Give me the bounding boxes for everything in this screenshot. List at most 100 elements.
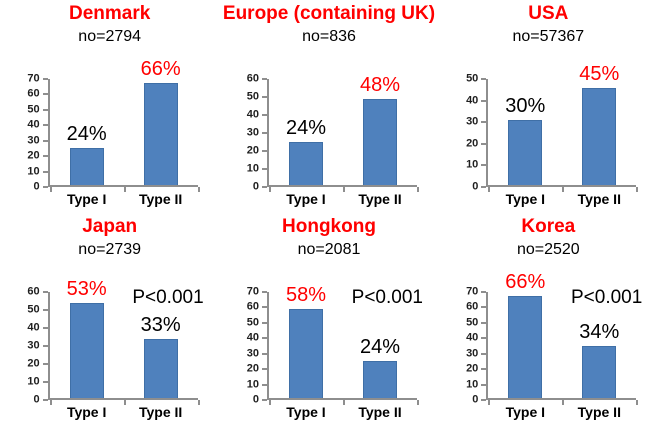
y-tick-mark bbox=[481, 383, 487, 386]
y-tick-mark bbox=[42, 381, 48, 383]
x-tick-label: Type II bbox=[139, 191, 183, 207]
x-tick-label: Type I bbox=[66, 404, 107, 420]
x-tick-label: Type II bbox=[358, 404, 402, 420]
bar bbox=[288, 141, 323, 185]
x-tick-label: Type II bbox=[139, 404, 183, 420]
bar bbox=[582, 87, 617, 185]
x-tick-mark bbox=[562, 400, 565, 405]
y-tick-mark bbox=[261, 114, 267, 116]
y-tick-mark bbox=[42, 399, 48, 401]
plot-row: 0 10 20 30 40 50 Type I Type II 30% 45% bbox=[460, 64, 639, 206]
y-tick-mark bbox=[261, 291, 267, 293]
y-tick-mark bbox=[481, 142, 487, 145]
bar-value-label: 45% bbox=[579, 62, 620, 85]
y-tick-mark bbox=[261, 132, 267, 134]
y-tick-label: 20 bbox=[27, 149, 40, 162]
y-tick-mark bbox=[261, 306, 267, 309]
y-tick-label: 20 bbox=[466, 137, 479, 150]
x-tick-mark bbox=[488, 400, 491, 405]
plot-area: Type I Type II 30% 45% bbox=[486, 64, 639, 206]
plot-row: 0 10 20 30 40 50 60 Type I Type II 24% 48% bbox=[241, 73, 419, 206]
x-tick-mark bbox=[197, 187, 200, 192]
bar bbox=[362, 360, 397, 398]
chart-panel-europe: Europe (containing UK) no=836 0 10 20 30 40 5… bbox=[219, 0, 438, 213]
x-tick-label: Type II bbox=[358, 191, 402, 207]
y-tick-label: 10 bbox=[466, 158, 479, 171]
x-tick-label: Type II bbox=[577, 404, 621, 420]
x-tick-mark bbox=[49, 400, 52, 405]
chart-panel-korea: Korea no=2520 0 10 20 30 40 50 60 70 P<0.001 Ty… bbox=[439, 213, 658, 426]
y-tick-label: 40 bbox=[466, 94, 479, 107]
y-tick-mark bbox=[42, 309, 48, 311]
x-tick-label: Type I bbox=[286, 191, 326, 207]
bar bbox=[508, 120, 543, 185]
y-tick-mark bbox=[42, 291, 48, 293]
y-axis: 0 10 20 30 40 50 60 bbox=[241, 73, 267, 192]
p-value-label: P<0.001 bbox=[351, 287, 423, 308]
bar bbox=[143, 338, 178, 398]
x-tick-mark bbox=[123, 187, 126, 192]
x-tick-mark bbox=[268, 187, 271, 192]
plot-row: 0 10 20 30 40 50 60 70 Type I Type II 24% 66% bbox=[22, 59, 200, 206]
y-tick-label: 0 bbox=[33, 393, 40, 406]
x-tick-mark bbox=[416, 400, 419, 405]
bar bbox=[69, 147, 104, 185]
bar-value-label: 66% bbox=[140, 58, 181, 81]
x-tick-mark bbox=[268, 400, 271, 405]
y-tick-mark bbox=[42, 93, 48, 96]
sample-size-label: no=2081 bbox=[297, 241, 361, 258]
x-tick-label: Type I bbox=[66, 191, 107, 207]
y-tick-mark bbox=[261, 368, 267, 371]
y-tick-label: 40 bbox=[246, 108, 259, 121]
y-tick-mark bbox=[481, 99, 487, 102]
y-tick-label: 50 bbox=[246, 90, 259, 103]
plot-row: 0 10 20 30 40 50 60 70 P<0.001 Type I Type II 6… bbox=[460, 272, 642, 419]
y-tick-label: 40 bbox=[466, 331, 479, 344]
sample-size-label: no=2794 bbox=[78, 28, 142, 45]
y-tick-mark bbox=[481, 368, 487, 371]
y-tick-mark bbox=[261, 399, 267, 401]
bar-value-label: 24% bbox=[359, 335, 400, 358]
y-tick-mark bbox=[42, 78, 48, 80]
chart-panel-japan: Japan no=2739 0 10 20 30 40 50 60 P<0.001 Type… bbox=[0, 213, 219, 426]
y-tick-label: 30 bbox=[27, 339, 40, 352]
y-tick-label: 50 bbox=[246, 316, 259, 329]
y-axis: 0 10 20 30 40 50 bbox=[460, 73, 487, 192]
y-tick-label: 30 bbox=[246, 126, 259, 139]
chart-title: Japan bbox=[82, 216, 138, 237]
bar-value-label: 58% bbox=[285, 283, 326, 306]
y-tick-label: 50 bbox=[466, 316, 479, 329]
y-tick-mark bbox=[261, 321, 267, 324]
y-tick-mark bbox=[42, 345, 48, 347]
bar-value-label: 24% bbox=[66, 122, 107, 145]
y-tick-mark bbox=[42, 108, 48, 111]
plot-area: Type I Type II 24% 48% bbox=[266, 75, 419, 206]
p-value-label: P<0.001 bbox=[570, 287, 643, 308]
x-tick-label: Type II bbox=[577, 191, 621, 207]
y-tick-label: 60 bbox=[246, 72, 259, 85]
chart-title: USA bbox=[528, 3, 569, 24]
bar bbox=[582, 345, 617, 398]
y-tick-label: 40 bbox=[246, 331, 259, 344]
y-tick-mark bbox=[481, 352, 487, 355]
y-tick-label: 50 bbox=[27, 303, 40, 316]
sample-size-label: no=2520 bbox=[516, 241, 580, 258]
x-tick-mark bbox=[49, 187, 52, 192]
chart-title: Hongkong bbox=[282, 216, 376, 237]
y-axis: 0 10 20 30 40 50 60 bbox=[22, 286, 48, 405]
y-tick-mark bbox=[481, 291, 487, 293]
y-tick-mark bbox=[261, 352, 267, 355]
x-tick-mark bbox=[636, 187, 639, 192]
y-tick-mark bbox=[42, 327, 48, 329]
bar bbox=[508, 296, 543, 398]
y-tick-label: 0 bbox=[33, 180, 40, 193]
plot-row: 0 10 20 30 40 50 60 P<0.001 Type I Type II 53%… bbox=[22, 279, 203, 419]
x-tick-mark bbox=[342, 400, 345, 405]
y-tick-mark bbox=[42, 155, 48, 158]
sample-size-label: no=836 bbox=[302, 28, 356, 45]
y-tick-mark bbox=[42, 186, 48, 188]
y-tick-label: 10 bbox=[246, 162, 259, 175]
bar-value-label: 30% bbox=[505, 95, 546, 118]
chart-title: Korea bbox=[521, 216, 576, 237]
